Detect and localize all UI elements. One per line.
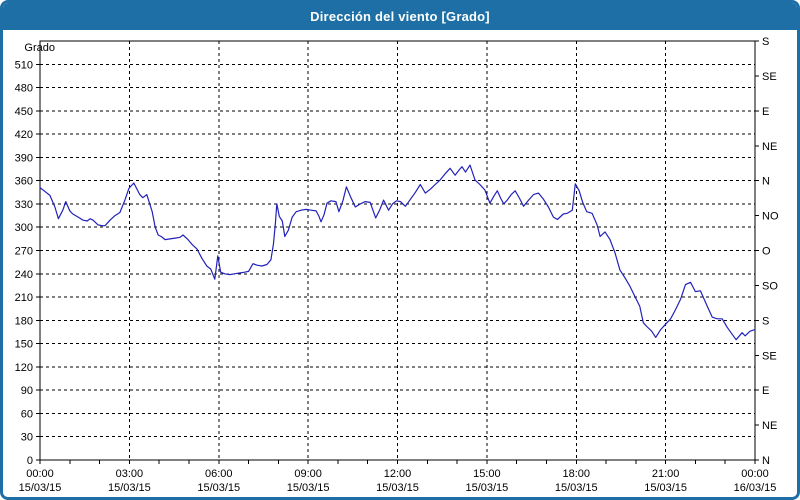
x-date-label: 15/03/15 xyxy=(644,482,687,494)
y-right-tick-label: SE xyxy=(762,71,777,83)
y-right-tick-label: N xyxy=(762,455,770,467)
y-left-tick-label: 90 xyxy=(21,385,33,397)
y-left-tick-label: 30 xyxy=(21,432,33,444)
x-date-label: 15/03/15 xyxy=(376,482,419,494)
wind-direction-series xyxy=(39,164,756,341)
y-left-tick-label: 240 xyxy=(15,269,33,281)
x-date-label: 15/03/15 xyxy=(287,482,330,494)
y-left-tick-label: 180 xyxy=(15,315,33,327)
y-left-tick-label: 60 xyxy=(21,408,33,420)
y-left-tick-label: 270 xyxy=(15,246,33,258)
y-right-tick-label: E xyxy=(762,385,769,397)
y-right-tick-label: E xyxy=(762,106,769,118)
y-left-tick-label: 120 xyxy=(15,362,33,374)
y-left-tick-label: 210 xyxy=(15,292,33,304)
x-time-label: 00:00 xyxy=(26,468,54,480)
y-right-tick-label: NO xyxy=(762,211,779,223)
x-time-label: 15:00 xyxy=(473,468,501,480)
y-right-tick-label: N xyxy=(762,176,770,188)
x-date-label: 16/03/15 xyxy=(734,482,777,494)
chart-content: 0 30 60 90 120 150 180 210 240 270 300 330 360 390 420… xyxy=(3,30,797,497)
x-time-label: 03:00 xyxy=(116,468,144,480)
x-date-label: 15/03/15 xyxy=(555,482,598,494)
x-time-label: 06:00 xyxy=(205,468,233,480)
y-right-tick-label: NE xyxy=(762,141,777,153)
y-right-tick-label: SE xyxy=(762,350,777,362)
y-left-tick-label: 390 xyxy=(15,152,33,164)
x-date-label: 15/03/15 xyxy=(108,482,151,494)
x-date-label: 15/03/15 xyxy=(465,482,508,494)
x-time-label: 12:00 xyxy=(384,468,412,480)
y-left-tick-label: 360 xyxy=(15,176,33,188)
y-left-tick-label: 300 xyxy=(15,222,33,234)
y-right-tick-label: S xyxy=(762,36,769,48)
x-time-label: 21:00 xyxy=(652,468,680,480)
x-time-label: 09:00 xyxy=(294,468,322,480)
title-bar: Dirección del viento [Grado] xyxy=(3,3,797,30)
y-right-tick-label: NE xyxy=(762,420,777,432)
x-time-label: 00:00 xyxy=(741,468,769,480)
x-time-label: 18:00 xyxy=(562,468,590,480)
x-date-label: 15/03/15 xyxy=(197,482,240,494)
y-right-tick-label: S xyxy=(762,315,769,327)
y-left-tick-label: 330 xyxy=(15,199,33,211)
y-left-tick-label: 480 xyxy=(15,83,33,95)
y-right-tick-label: SO xyxy=(762,280,778,292)
chart-title: Dirección del viento [Grado] xyxy=(310,9,490,24)
y-right-tick-label: O xyxy=(762,246,771,258)
y-left-tick-label: 150 xyxy=(15,339,33,351)
wind-direction-chart: 0 30 60 90 120 150 180 210 240 270 300 330 360 390 420… xyxy=(15,36,779,494)
y-axis-unit-label: Grado xyxy=(24,42,55,54)
y-left-tick-label: 450 xyxy=(15,106,33,118)
y-left-tick-label: 510 xyxy=(15,59,33,71)
y-left-tick-label: 420 xyxy=(15,129,33,141)
y-left-tick-label: 0 xyxy=(27,455,33,467)
x-date-label: 15/03/15 xyxy=(19,482,62,494)
